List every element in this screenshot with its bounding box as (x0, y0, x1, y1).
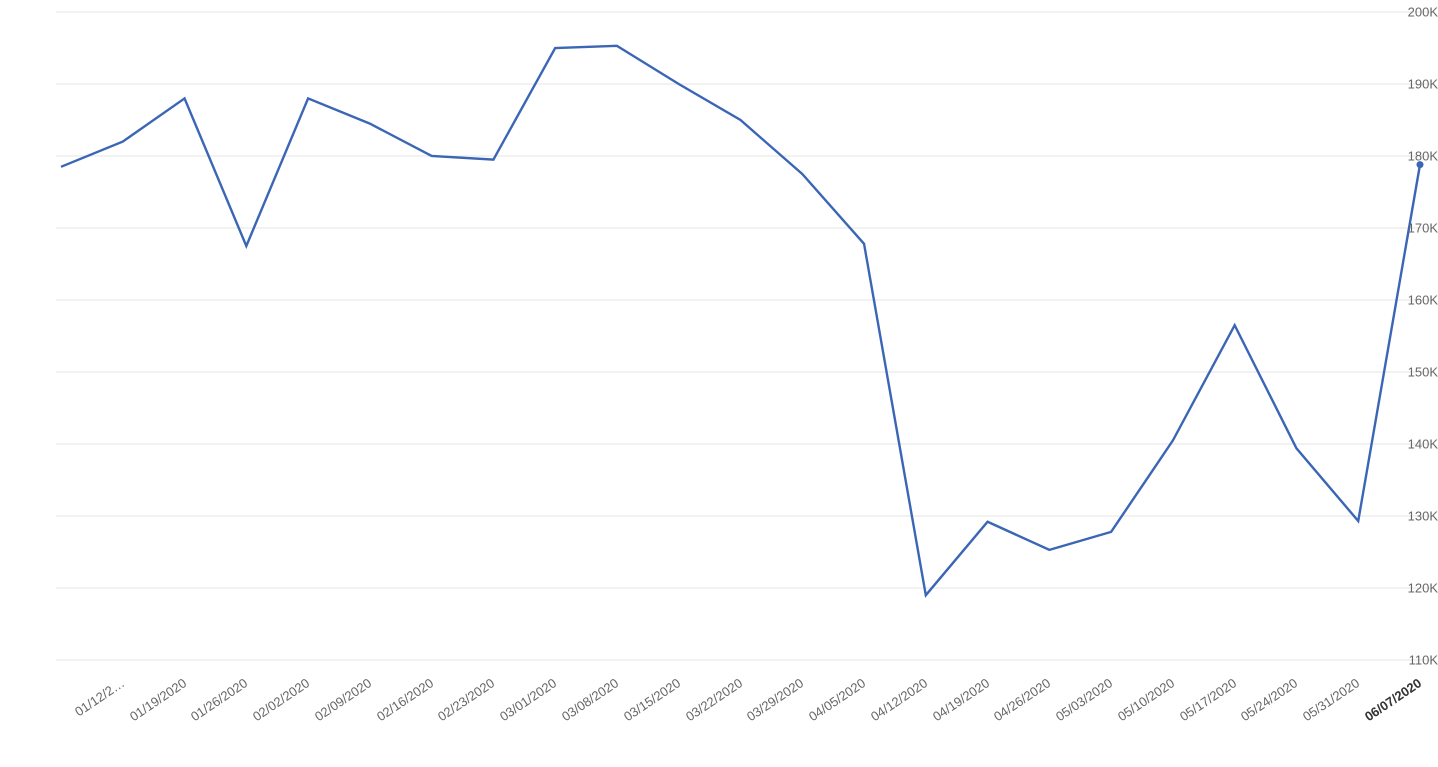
series-line (61, 46, 1420, 595)
y-tick-label: 160K (1396, 293, 1438, 308)
chart-plot-area (0, 0, 1438, 767)
y-tick-label: 190K (1396, 77, 1438, 92)
y-tick-label: 170K (1396, 221, 1438, 236)
y-tick-label: 120K (1396, 581, 1438, 596)
y-tick-label: 150K (1396, 365, 1438, 380)
y-tick-label: 200K (1396, 5, 1438, 20)
y-tick-label: 140K (1396, 437, 1438, 452)
y-tick-label: 180K (1396, 149, 1438, 164)
y-tick-label: 110K (1396, 653, 1438, 668)
line-chart: 110K 120K 130K 140K 150K 160K 170K 180K 190K 200K… (0, 0, 1438, 767)
y-tick-label: 130K (1396, 509, 1438, 524)
